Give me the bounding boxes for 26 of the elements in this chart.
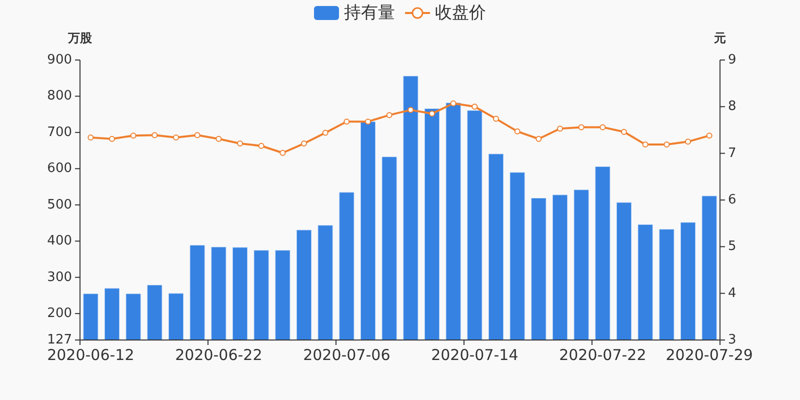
y-tick-label: 200 — [47, 306, 72, 322]
y2-tick-label: 5 — [728, 239, 736, 254]
y2-tick-label: 9 — [728, 52, 736, 68]
y-axis-title: 万股 — [67, 31, 93, 45]
y2-tick-label: 4 — [728, 286, 736, 301]
y-tick-label: 700 — [47, 124, 72, 140]
y-tick-label: 900 — [47, 52, 72, 68]
x-tick-label: 2020-06-12 — [47, 346, 134, 364]
y2-axis-title: 元 — [713, 31, 726, 45]
y-tick-label: 500 — [47, 197, 72, 212]
y-tick-label: 300 — [47, 270, 72, 285]
legend-label: 持有量 — [344, 3, 395, 23]
x-tick-label: 2020-07-14 — [431, 346, 518, 364]
y2-tick-label: 7 — [728, 146, 736, 161]
y-tick-label: 127 — [47, 332, 72, 348]
x-tick-label: 2020-06-22 — [175, 346, 262, 364]
y-tick-label: 800 — [47, 88, 72, 104]
legend-label: 收盘价 — [435, 3, 486, 23]
y2-tick-label: 8 — [728, 99, 736, 114]
x-tick-label: 2020-07-22 — [559, 346, 646, 364]
y2-tick-label: 3 — [728, 332, 736, 348]
x-tick-label: 2020-07-06 — [303, 346, 390, 364]
x-tick-label: 2020-07-29 — [666, 346, 753, 364]
y-tick-label: 600 — [47, 161, 72, 176]
y-tick-label: 400 — [47, 234, 72, 249]
y2-tick-label: 6 — [728, 192, 736, 208]
